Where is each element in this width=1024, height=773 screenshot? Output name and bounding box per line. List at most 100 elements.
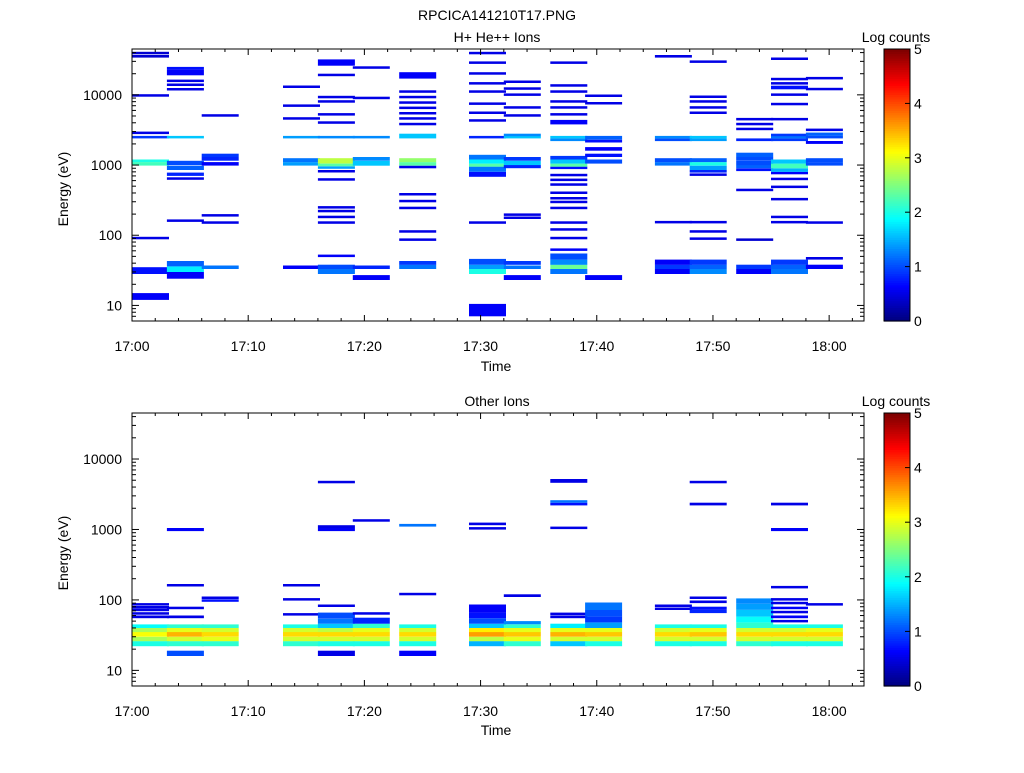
heatmap-cell: [550, 228, 588, 231]
colorbar-segment: [884, 670, 910, 673]
heatmap-cell: [317, 650, 355, 656]
heatmap-cell: [201, 636, 239, 642]
colorbar-segment: [884, 253, 910, 256]
panel-h-he-ions: H+ He++ Ions Log counts Time Energy (eV)…: [55, 29, 930, 374]
colorbar-segment: [884, 601, 910, 605]
heatmap-cell: [689, 230, 727, 233]
heatmap-cell: [736, 165, 774, 169]
colorbar-segment: [884, 513, 910, 516]
colorbar-segment: [884, 275, 910, 279]
heatmap-cell: [585, 641, 623, 647]
x-axis-label: Time: [481, 358, 512, 374]
colorbar: 0 1 2 3 4 5: [883, 405, 922, 694]
colorbar-segment: [884, 510, 910, 514]
colorbar-segment: [884, 658, 910, 662]
heatmap-cell: [654, 138, 692, 142]
heatmap-cell: [689, 628, 727, 633]
heatmap-cell: [736, 138, 774, 142]
heatmap-cell: [771, 585, 808, 589]
heatmap-cell: [317, 209, 355, 213]
heatmap-cell: [352, 96, 390, 100]
heatmap-cell: [585, 153, 623, 157]
colorbar-segment: [884, 667, 910, 671]
heatmap-cell: [771, 135, 808, 139]
y-tick-label: 10000: [83, 87, 122, 103]
colorbar-segment: [884, 203, 910, 206]
x-tick-label: 17:00: [114, 338, 149, 354]
heatmap-cell: [166, 88, 204, 91]
colorbar-segment: [884, 533, 910, 537]
x-tick-label: 17:40: [579, 703, 614, 719]
heatmap-cell: [132, 293, 169, 300]
heatmap-cell: [352, 275, 390, 280]
heatmap-cell: [283, 162, 320, 166]
heatmap-cell: [166, 66, 204, 70]
heatmap-cell: [399, 122, 437, 126]
heatmap-cell: [550, 173, 588, 177]
x-tick-label: 17:50: [695, 703, 730, 719]
heatmap-cell: [805, 141, 843, 144]
heatmap-cell: [585, 636, 623, 642]
heatmap-cell: [399, 95, 437, 99]
heatmap-cell: [503, 275, 541, 280]
colorbar-segment: [884, 189, 910, 193]
colorbar-segment: [884, 494, 910, 498]
colorbar-segment: [884, 492, 910, 496]
heatmap-cell: [399, 101, 437, 104]
heatmap-cell: [736, 641, 774, 647]
heatmap-cell: [550, 84, 588, 87]
heatmap-cell: [550, 113, 588, 116]
heatmap-cell: [352, 135, 390, 139]
heatmap-cell: [317, 178, 355, 181]
heatmap-cell: [201, 214, 239, 217]
colorbar-segment: [884, 216, 910, 220]
heatmap-cell: [317, 206, 355, 209]
heatmap-cell: [317, 480, 355, 484]
colorbar-segment: [884, 103, 910, 107]
colorbar-segment: [884, 73, 910, 77]
heatmap-cell: [550, 259, 588, 265]
colorbar-segment: [884, 277, 910, 281]
colorbar-segment: [884, 255, 910, 259]
heatmap-cell: [469, 258, 506, 265]
colorbar-segment: [884, 207, 910, 211]
heatmap-cell: [352, 612, 390, 615]
heatmap-cell: [771, 264, 808, 269]
colorbar-segment: [884, 209, 910, 213]
colorbar-segment: [884, 588, 910, 592]
heatmap-cell: [550, 166, 588, 170]
colorbar-segment: [884, 71, 910, 75]
heatmap-cell: [283, 135, 320, 139]
heatmap-cell: [166, 271, 204, 279]
heatmap-cell: [689, 632, 727, 637]
colorbar-segment: [884, 583, 910, 587]
y-tick-label: 10: [106, 662, 122, 678]
y-tick-label: 10000: [83, 451, 122, 467]
heatmap-cell: [550, 248, 588, 251]
heatmap-cell: [805, 135, 843, 139]
heatmap-cell: [771, 185, 808, 189]
heatmap-cell: [399, 133, 437, 139]
colorbar-frame: [883, 412, 911, 687]
colorbar-segment: [884, 540, 910, 544]
colorbar-segment: [884, 465, 910, 469]
heatmap-cell: [736, 622, 774, 628]
heatmap-cell: [399, 230, 437, 233]
heatmap-cell: [805, 76, 843, 80]
colorbar-segment: [884, 89, 910, 93]
plot-frame: [131, 412, 865, 687]
colorbar-label: Log counts: [862, 393, 931, 409]
colorbar-segment: [884, 289, 910, 293]
heatmap-cell: [132, 236, 169, 240]
colorbar-segment: [884, 62, 910, 66]
colorbar-segment: [884, 422, 910, 425]
colorbar-segment: [884, 490, 910, 494]
heatmap-cell: [132, 632, 169, 637]
colorbar-segment: [884, 132, 910, 136]
heatmap-cell: [201, 596, 239, 599]
heatmap-cell: [736, 269, 774, 274]
colorbar-segment: [884, 563, 910, 567]
heatmap-cell: [550, 197, 588, 200]
heatmap-cell: [550, 221, 588, 224]
colorbar-segment: [884, 638, 910, 642]
